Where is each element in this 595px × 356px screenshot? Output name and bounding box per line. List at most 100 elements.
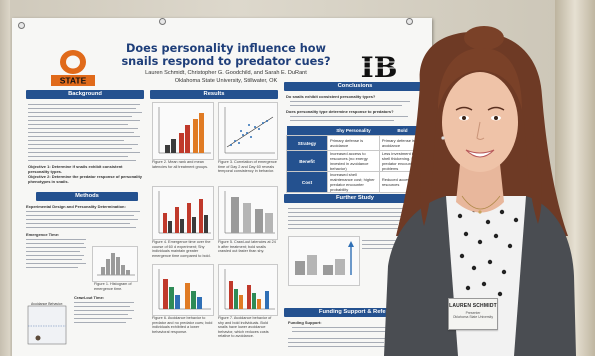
conclusion-question: Do snails exhibit consistent personality… xyxy=(286,94,376,99)
conclusion-table: Shy Personality Bold Strategy Primary de… xyxy=(286,126,427,193)
table-row: Cost Increased shell maintenance cost; h… xyxy=(286,171,427,193)
pushpin xyxy=(18,22,25,29)
text-line xyxy=(28,104,140,106)
table-header-cell: Shy Personality xyxy=(327,126,380,136)
text-line xyxy=(28,144,138,146)
text-line xyxy=(26,263,86,265)
diagram-label: Avoidance Behavior: xyxy=(31,302,63,306)
text-line xyxy=(26,251,80,253)
text-line xyxy=(26,247,86,249)
text-line xyxy=(290,120,394,122)
text-line xyxy=(28,108,136,110)
figure-caption: Figure 2. Mean rank and mean latencies f… xyxy=(152,160,209,169)
text-line xyxy=(26,215,134,217)
text-line xyxy=(290,116,408,118)
figure-caption: Figure 6. Avoidance behavior to predator… xyxy=(152,316,213,334)
text-line xyxy=(28,124,128,126)
text-line xyxy=(290,105,402,107)
objective-1: Objective 1: Determine if snails exhibit… xyxy=(28,164,123,174)
section-header-methods: Methods xyxy=(36,192,138,201)
text-line xyxy=(288,228,408,230)
text-line xyxy=(28,120,140,122)
text-line xyxy=(288,220,410,222)
avoidance-apparatus-diagram: Avoidance Behavior: xyxy=(27,302,67,345)
text-line xyxy=(288,342,384,344)
section-header-conclusions: Conclusions xyxy=(284,82,426,91)
text-line xyxy=(28,128,138,130)
text-line xyxy=(288,212,412,214)
methods-heading: Emergence Time: xyxy=(26,232,60,237)
table-row-label: Benefit xyxy=(286,150,328,172)
poster-authors: Lauren Schmidt, Christopher G. Goodchild… xyxy=(145,70,307,76)
text-line xyxy=(74,310,134,312)
figure-caption: Figure 1. Histogram of emergence time. xyxy=(94,282,132,291)
text-line xyxy=(288,208,408,210)
text-line xyxy=(28,112,142,114)
table-header-cell xyxy=(286,126,328,136)
objective-2: Objective 2: Determine the predator resp… xyxy=(28,174,143,184)
figure-1-histogram xyxy=(92,246,138,282)
poster-title: Does personality influence how snails re… xyxy=(121,42,331,68)
logo-text: STATE xyxy=(60,76,87,86)
pushpin xyxy=(159,18,166,25)
section-header-results: Results xyxy=(150,90,278,99)
text-line xyxy=(28,152,140,154)
text-line xyxy=(28,136,140,138)
text-line xyxy=(288,216,404,218)
conclusion-question: Does personality type determine response… xyxy=(286,109,394,114)
figure-7-bar-chart xyxy=(218,264,278,316)
figure-3-scatter xyxy=(218,102,278,160)
table-header-row: Shy Personality Bold xyxy=(286,126,426,136)
name-badge: LAUREN SCHMIDT Presenter Oklahoma State … xyxy=(448,298,498,330)
wall-left xyxy=(0,0,10,356)
text-line xyxy=(26,227,136,229)
text-line xyxy=(74,306,130,308)
text-line xyxy=(288,224,398,226)
text-line xyxy=(28,156,128,158)
university-logo: STATE xyxy=(51,50,95,86)
text-line xyxy=(28,132,134,134)
text-line xyxy=(74,314,128,316)
text-line xyxy=(26,223,130,225)
text-line xyxy=(292,327,392,329)
research-poster: STATE Does personality influence how sna… xyxy=(12,18,432,356)
text-line xyxy=(290,101,410,103)
figure-caption: Figure 5. Crawl-out latencies at 24 h af… xyxy=(218,240,276,254)
text-line xyxy=(26,243,84,245)
table-row-label: Strategy xyxy=(286,135,328,151)
text-line xyxy=(362,240,402,242)
text-line xyxy=(26,255,84,257)
text-line xyxy=(28,140,124,142)
text-line xyxy=(74,318,132,320)
section-header-further-study: Further Study xyxy=(284,194,426,203)
text-line xyxy=(288,338,388,340)
text-line xyxy=(26,259,82,261)
text-line xyxy=(28,116,132,118)
badge-role: Presenter xyxy=(465,311,481,315)
department-logo: IB xyxy=(352,51,404,84)
pushpin xyxy=(406,18,413,25)
table-cell: Primary defense is avoidance xyxy=(327,135,380,151)
figure-6-bar-chart xyxy=(152,264,214,316)
section-header-background: Background xyxy=(26,90,144,99)
text-line xyxy=(26,239,86,241)
text-line xyxy=(288,346,388,348)
text-line xyxy=(74,302,134,304)
figure-4-bar-chart xyxy=(152,186,214,240)
further-study-diagram xyxy=(288,236,360,286)
text-line xyxy=(74,322,126,324)
methods-heading: Crawl-out Time: xyxy=(74,295,105,300)
table-header-cell: Bold xyxy=(379,126,426,136)
text-line xyxy=(26,267,78,269)
table-cell: Increased shell maintenance cost; higher… xyxy=(327,171,380,193)
funding-label: Funding Support: xyxy=(288,320,322,325)
text-line xyxy=(26,219,138,221)
figure-2-bar-chart xyxy=(152,102,214,160)
text-line xyxy=(26,211,140,213)
figure-caption: Figure 4. Emergence time over the course… xyxy=(152,240,211,258)
table-cell: Increased access to resources (no energy… xyxy=(327,150,380,172)
text-line xyxy=(362,248,402,250)
section-header-funding: Funding Support & Refere xyxy=(284,308,426,317)
badge-name: LAUREN SCHMIDT xyxy=(449,303,497,309)
text-line xyxy=(362,244,398,246)
